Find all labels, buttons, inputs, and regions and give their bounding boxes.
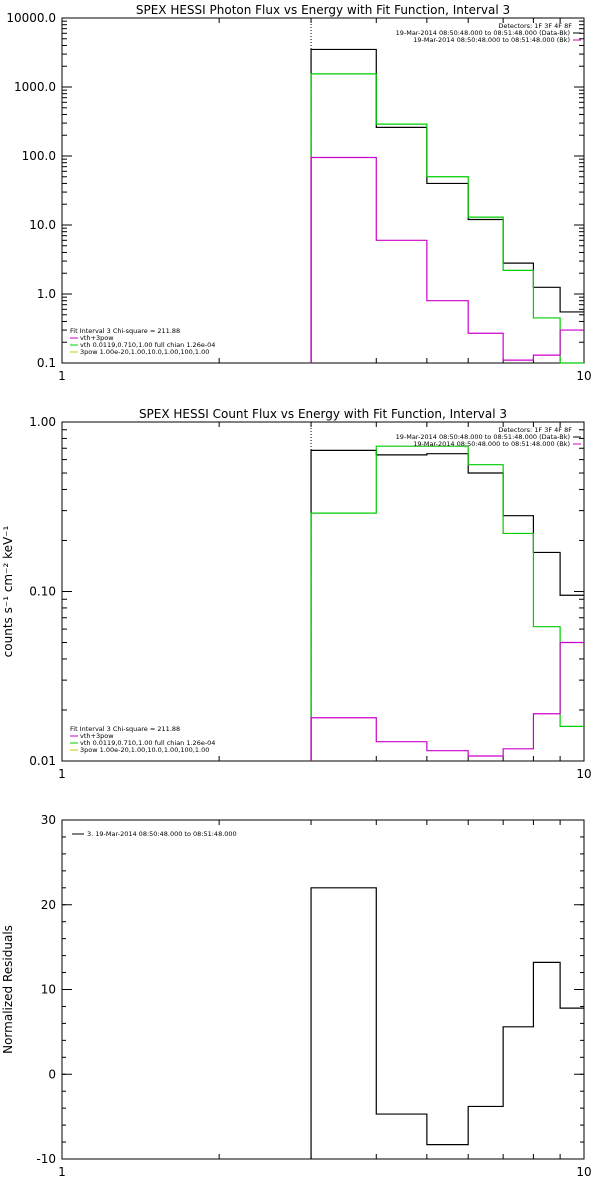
panel-2-series-2-line (310, 445, 584, 761)
panel-1-y-tick-label: 0.1 (37, 356, 56, 370)
panel-1-legend-entry: 3pow 1.00e-20,1.00,10.0,1.00,100,1.00 (80, 348, 209, 356)
panel-1-plot-frame (61, 17, 585, 364)
panel-2-legend-entry: 19-Mar-2014 08:50:48.000 to 08:51:48.000… (396, 433, 570, 441)
panel-1-y-tick-label: 10000.0 (6, 11, 56, 25)
panel-2-legend-entry: vth 0.0119,0.710,1.00 full chian 1.26e-0… (80, 739, 215, 747)
panel-2-legend-entry: 19-Mar-2014 08:50:48.000 to 08:51:48.000… (413, 440, 570, 448)
panel-2-legend-entry: vth+3pow (80, 732, 114, 740)
panel-3-y-tick-label: 30 (41, 813, 56, 827)
panel-3-y-axis-label: Normalized Residuals (1, 925, 15, 1054)
panel-1-legend-header: Detectors: 1F 3F 4F 8F (498, 22, 572, 30)
panel-2-series-1-line (310, 449, 584, 761)
panel-1-series-1-line (310, 48, 584, 363)
panel-2-plot-frame (61, 421, 585, 762)
panel-1-y-tick-label: 1000.0 (14, 80, 56, 94)
panel-2-y-tick-label: 0.10 (29, 585, 56, 599)
panel-2-y-tick-label: 1.00 (29, 415, 56, 429)
panel-1-y-tick-label: 100.0 (22, 149, 56, 163)
panel-1-legend-entry: vth+3pow (80, 334, 114, 342)
panel-2-y-axis-label: counts s⁻¹ cm⁻² keV⁻¹ (1, 525, 15, 657)
panel-1-legend-entry: Fit Interval 3 Chi-square = 211.88 (70, 327, 180, 335)
panel-3-plot-frame (61, 819, 585, 1160)
panel-3-x-tick-label: 1 (58, 1165, 66, 1179)
panel-1-x-tick-label: 10 (576, 369, 591, 383)
panel-2-legend-header: Detectors: 1F 3F 4F 8F (498, 426, 572, 434)
panel-1-series-3-line (310, 156, 584, 363)
panel-2-x-tick-label: 1 (58, 767, 66, 781)
panel-1-y-tick-label: 10.0 (29, 218, 56, 232)
panel-3-y-tick-label: 0 (48, 1067, 56, 1081)
panel-2-x-tick-label: 10 (576, 767, 591, 781)
panel-1-legend-entry: vth 0.0119,0.710,1.00 full chian 1.26e-0… (80, 341, 215, 349)
panel-1-y-tick-label: 1.0 (37, 287, 56, 301)
panel-2-y-tick-label: 0.01 (29, 754, 56, 768)
panel-1-x-tick-label: 1 (58, 369, 66, 383)
panel-2-legend-entry: 3pow 1.00e-20,1.00,10.0,1.00,100,1.00 (80, 746, 209, 754)
panel-3-series-1-line (310, 887, 584, 1159)
panel-3-y-tick-label: -10 (36, 1152, 56, 1166)
panel-3-y-tick-label: 10 (41, 983, 56, 997)
panel-2-legend-entry: Fit Interval 3 Chi-square = 211.88 (70, 725, 180, 733)
panel-1-title: SPEX HESSI Photon Flux vs Energy with Fi… (136, 3, 510, 17)
panel-3-x-tick-label: 10 (576, 1165, 591, 1179)
panel-1-legend-entry: 19-Mar-2014 08:50:48.000 to 08:51:48.000… (396, 29, 570, 37)
panel-3-legend-entry: 3. 19-Mar-2014 08:50:48.000 to 08:51:48.… (87, 830, 237, 838)
panel-1-series-2-line (310, 73, 584, 364)
panel-1-legend-entry: 19-Mar-2014 08:50:48.000 to 08:51:48.000… (413, 36, 570, 44)
panel-2-series-3-line (310, 641, 584, 761)
panel-3-y-tick-label: 20 (41, 898, 56, 912)
panel-2-title: SPEX HESSI Count Flux vs Energy with Fit… (139, 407, 507, 421)
